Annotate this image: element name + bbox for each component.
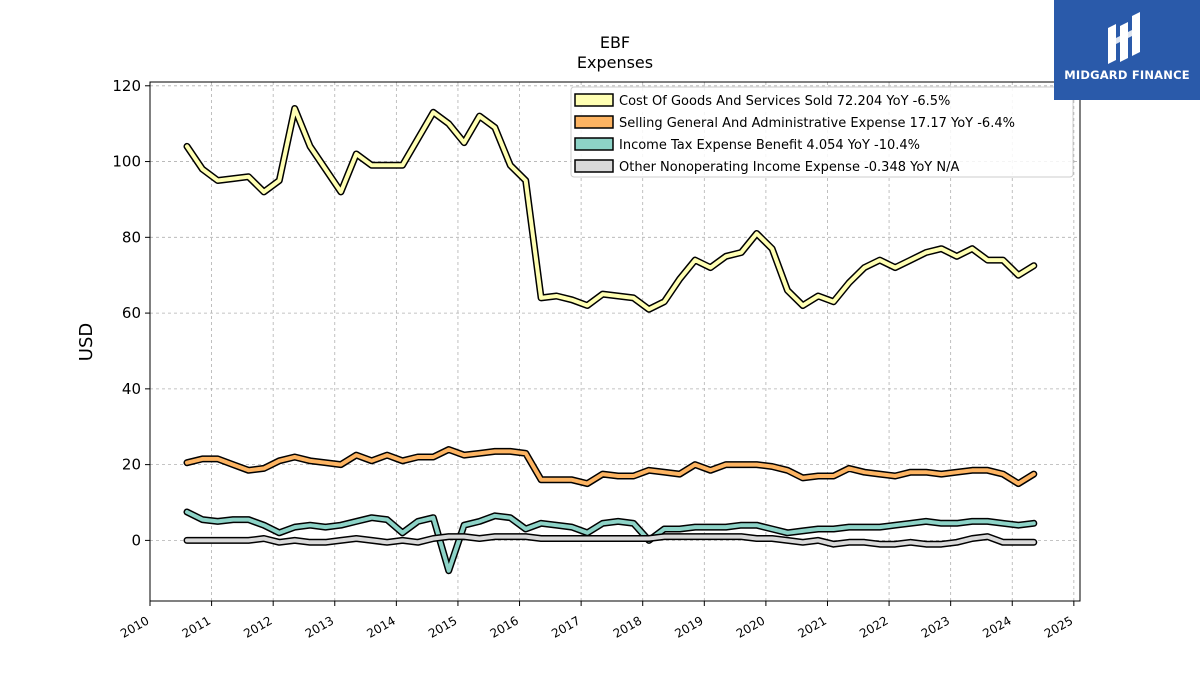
y-axis-label: USD — [76, 323, 97, 361]
x-tick-label: 2014 — [364, 613, 397, 640]
series-line-outline-1 — [183, 446, 1038, 488]
legend-label: Cost Of Goods And Services Sold 72.204 Y… — [619, 94, 950, 109]
x-tick-label: 2018 — [611, 613, 644, 640]
y-axis: 0 20 40 60 80 100 120 — [112, 77, 150, 549]
x-tick-label: 2017 — [549, 613, 582, 640]
legend: Cost Of Goods And Services Sold 72.204 Y… — [570, 86, 1074, 178]
legend-label: Other Nonoperating Income Expense -0.348… — [619, 160, 959, 175]
legend-swatch — [574, 115, 614, 129]
series-line-1 — [185, 447, 1036, 486]
y-tick-label: 0 — [131, 531, 141, 549]
series-lines — [183, 105, 1038, 575]
x-tick-label: 2021 — [796, 613, 829, 640]
x-tick-label: 2013 — [303, 613, 336, 640]
legend-box — [570, 86, 1074, 178]
logo-mark-icon — [1108, 12, 1140, 64]
logo-text: MIDGARD FINANCE — [1064, 68, 1190, 82]
x-tick-label: 2024 — [980, 613, 1013, 640]
series-line-0 — [185, 106, 1036, 312]
y-tick-label: 120 — [112, 77, 141, 95]
plot-frame — [149, 81, 1081, 602]
x-tick-label: 2022 — [857, 613, 890, 640]
y-tick-label: 20 — [122, 456, 141, 474]
legend-label: Income Tax Expense Benefit 4.054 YoY -10… — [619, 138, 920, 153]
legend-swatch — [574, 137, 614, 151]
x-tick-label: 2016 — [488, 613, 521, 640]
x-axis: 2010 2011 2012 2013 2014 2015 2016 2017 2018 2019… — [118, 601, 1075, 641]
x-tick-label: 2019 — [672, 613, 705, 640]
y-tick-label: 80 — [122, 228, 141, 246]
series-line-3 — [185, 534, 1036, 547]
x-tick-label: 2011 — [180, 613, 213, 640]
legend-swatch — [574, 159, 614, 173]
x-tick-label: 2025 — [1042, 613, 1075, 640]
x-tick-label: 2012 — [241, 613, 274, 640]
y-tick-label: 60 — [122, 304, 141, 322]
legend-label: Selling General And Administrative Expen… — [619, 116, 1015, 131]
chart-subtitle: Expenses — [577, 53, 653, 72]
legend-swatch — [574, 93, 614, 107]
chart-title: EBF — [600, 33, 630, 52]
x-tick-label: 2020 — [734, 613, 767, 640]
series-line-2 — [185, 510, 1036, 573]
x-tick-label: 2010 — [118, 613, 151, 640]
brand-logo: MIDGARD FINANCE — [1054, 0, 1200, 100]
y-tick-label: 100 — [112, 153, 141, 171]
x-tick-label: 2015 — [426, 613, 459, 640]
y-tick-label: 40 — [122, 380, 141, 398]
x-tick-label: 2023 — [919, 613, 952, 640]
